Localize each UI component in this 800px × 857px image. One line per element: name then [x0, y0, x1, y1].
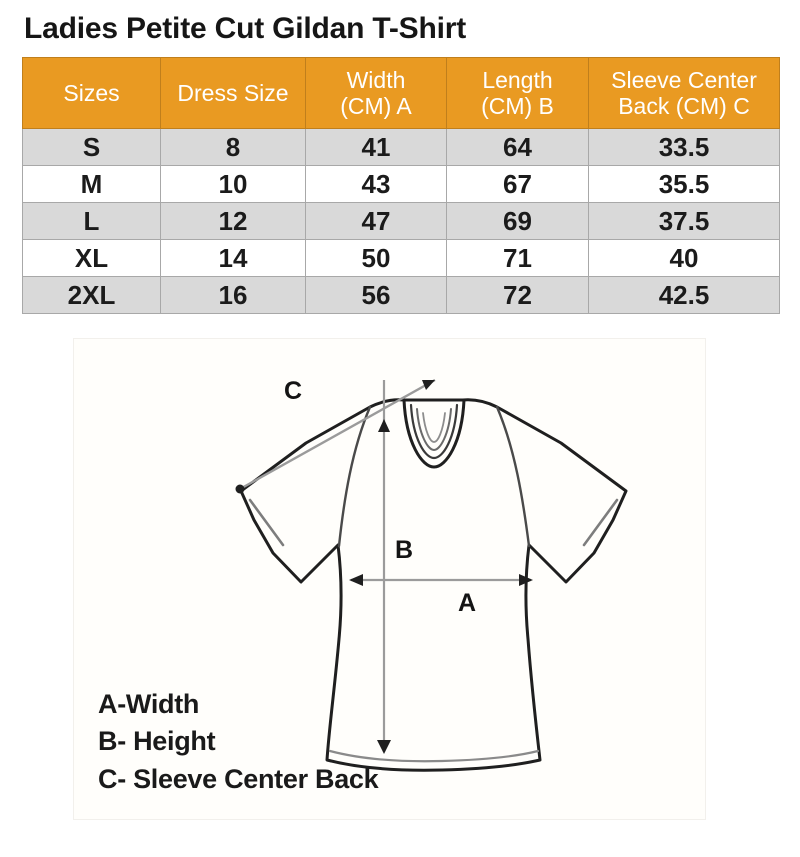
cell-sleeve-center-back: 33.5: [588, 128, 780, 166]
size-chart-table: Sizes Dress Size Width (CM) A Length (CM…: [22, 57, 780, 314]
tshirt-collar-rib-1: [409, 403, 459, 460]
measurement-c-arrowhead: [422, 380, 435, 390]
column-header-sleeve-line1: Sleeve Center: [611, 66, 757, 93]
column-header-sizes: Sizes: [22, 57, 161, 129]
table-row: L 12 47 69 37.5: [22, 202, 780, 240]
measurement-a-group: A: [349, 574, 533, 617]
measurement-legend: A-Width B- Height C- Sleeve Center Back: [98, 686, 379, 798]
measurement-c-group: C: [235, 377, 436, 494]
tshirt-illustration: [239, 398, 628, 772]
column-header-dress-size: Dress Size: [160, 57, 306, 129]
cell-length: 64: [446, 128, 589, 166]
cell-width: 41: [305, 128, 447, 166]
tshirt-right-armhole-seam: [495, 405, 531, 548]
cell-dress-size: 8: [160, 128, 306, 166]
tshirt-collar-rib-2: [416, 408, 452, 451]
cell-width: 56: [305, 276, 447, 314]
tshirt-left-cuff: [248, 498, 285, 547]
cell-dress-size: 10: [160, 165, 306, 203]
tshirt-body-outline: [239, 398, 628, 772]
measurement-a-arrowhead-left: [349, 574, 363, 586]
tshirt-collar-rib-3: [422, 412, 446, 443]
cell-size: XL: [22, 239, 161, 277]
column-header-sizes-line1: Sizes: [63, 79, 120, 106]
cell-length: 71: [446, 239, 589, 277]
measurement-b-group: B: [377, 380, 413, 754]
tshirt-hem-line: [328, 749, 540, 763]
measurement-c-start-dot: [235, 484, 245, 494]
measurement-label-c: C: [284, 377, 302, 405]
cell-dress-size: 14: [160, 239, 306, 277]
cell-size: L: [22, 202, 161, 240]
tshirt-measurement-diagram-panel: C B A: [73, 338, 706, 820]
tshirt-diagram-svg: C B A: [235, 377, 628, 772]
cell-width: 50: [305, 239, 447, 277]
measurement-c-line: [239, 378, 436, 491]
tshirt-left-armhole-seam: [337, 405, 372, 548]
size-chart-table-container: Sizes Dress Size Width (CM) A Length (CM…: [22, 57, 780, 314]
measurement-b-arrowhead-top: [378, 419, 390, 432]
table-header-row: Sizes Dress Size Width (CM) A Length (CM…: [22, 57, 780, 129]
cell-length: 67: [446, 165, 589, 203]
measurement-label-b: B: [395, 536, 413, 564]
cell-sleeve-center-back: 37.5: [588, 202, 780, 240]
tshirt-right-cuff: [582, 498, 619, 547]
column-header-sleeve-center-back: Sleeve Center Back (CM) C: [588, 57, 780, 129]
table-row: S 8 41 64 33.5: [22, 128, 780, 166]
cell-dress-size: 12: [160, 202, 306, 240]
cell-size: 2XL: [22, 276, 161, 314]
cell-width: 47: [305, 202, 447, 240]
table-row: XL 14 50 71 40: [22, 239, 780, 277]
page-title: Ladies Petite Cut Gildan T-Shirt: [24, 12, 466, 45]
legend-item-a: A-Width: [98, 689, 200, 719]
cell-sleeve-center-back: 42.5: [588, 276, 780, 314]
column-header-sleeve-line2: Back (CM) C: [618, 93, 750, 119]
column-header-length-line2: (CM) B: [481, 93, 554, 119]
table-header: Sizes Dress Size Width (CM) A Length (CM…: [22, 57, 780, 129]
column-header-width: Width (CM) A: [305, 57, 447, 129]
legend-item-c: C- Sleeve Center Back: [98, 763, 379, 794]
table-row: 2XL 16 56 72 42.5: [22, 276, 780, 314]
measurement-a-arrowhead-right: [519, 574, 533, 586]
column-header-width-line1: Width: [346, 66, 406, 93]
table-body: S 8 41 64 33.5 M 10 43 67 35.5 L 12 47 6…: [22, 128, 780, 314]
column-header-length-line1: Length: [482, 66, 553, 93]
tshirt-collar-outer: [402, 398, 466, 469]
column-header-width-line2: (CM) A: [340, 93, 412, 119]
measurement-label-a: A: [458, 589, 476, 617]
legend-item-b: B- Height: [98, 726, 216, 757]
table-row: M 10 43 67 35.5: [22, 165, 780, 203]
cell-size: M: [22, 165, 161, 203]
cell-size: S: [22, 128, 161, 166]
cell-sleeve-center-back: 40: [588, 239, 780, 277]
cell-dress-size: 16: [160, 276, 306, 314]
measurement-b-arrowhead-bottom: [377, 740, 391, 754]
cell-sleeve-center-back: 35.5: [588, 165, 780, 203]
cell-width: 43: [305, 165, 447, 203]
cell-length: 72: [446, 276, 589, 314]
cell-length: 69: [446, 202, 589, 240]
column-header-length: Length (CM) B: [446, 57, 589, 129]
column-header-dress-size-line1: Dress Size: [177, 79, 289, 106]
